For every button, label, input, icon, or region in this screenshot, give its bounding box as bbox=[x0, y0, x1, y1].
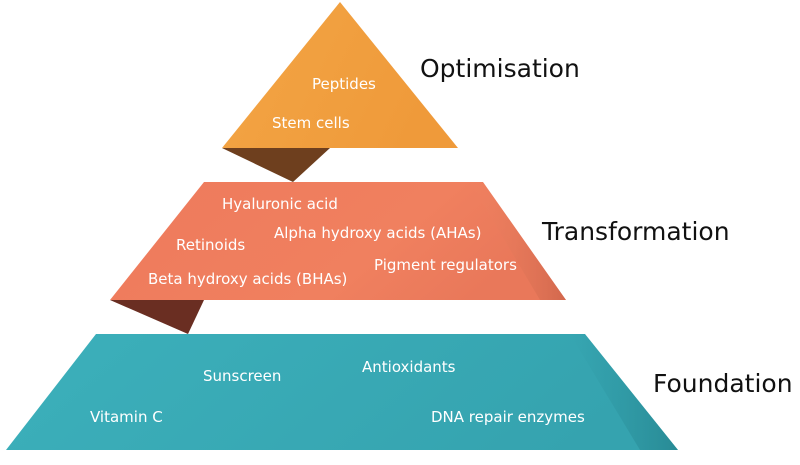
middle-tier-shadow bbox=[110, 300, 204, 334]
tier-item-ahas: Alpha hydroxy acids (AHAs) bbox=[274, 224, 482, 242]
tier-item-antioxidants: Antioxidants bbox=[362, 358, 456, 376]
transformation-tier-edge bbox=[470, 182, 566, 300]
tier-label-transformation: Transformation bbox=[542, 217, 730, 246]
foundation-tier-edge bbox=[570, 334, 678, 450]
tier-item-peptides: Peptides bbox=[312, 75, 376, 93]
tier-item-bhas: Beta hydroxy acids (BHAs) bbox=[148, 270, 348, 288]
tier-item-pigment-regulators: Pigment regulators bbox=[374, 256, 517, 274]
tier-item-hyaluronic-acid: Hyaluronic acid bbox=[222, 195, 338, 213]
tier-item-stem-cells: Stem cells bbox=[272, 114, 350, 132]
tier-item-dna-repair-enzymes: DNA repair enzymes bbox=[431, 408, 585, 426]
tier-item-vitamin-c: Vitamin C bbox=[90, 408, 163, 426]
tier-item-sunscreen: Sunscreen bbox=[203, 367, 282, 385]
foundation-tier bbox=[6, 334, 678, 450]
transformation-tier bbox=[110, 182, 566, 300]
tier-label-foundation: Foundation bbox=[653, 369, 793, 398]
top-tier-shadow bbox=[222, 148, 330, 182]
optimisation-tier bbox=[222, 2, 458, 148]
tier-item-retinoids: Retinoids bbox=[176, 236, 246, 254]
tier-label-optimisation: Optimisation bbox=[420, 54, 580, 83]
